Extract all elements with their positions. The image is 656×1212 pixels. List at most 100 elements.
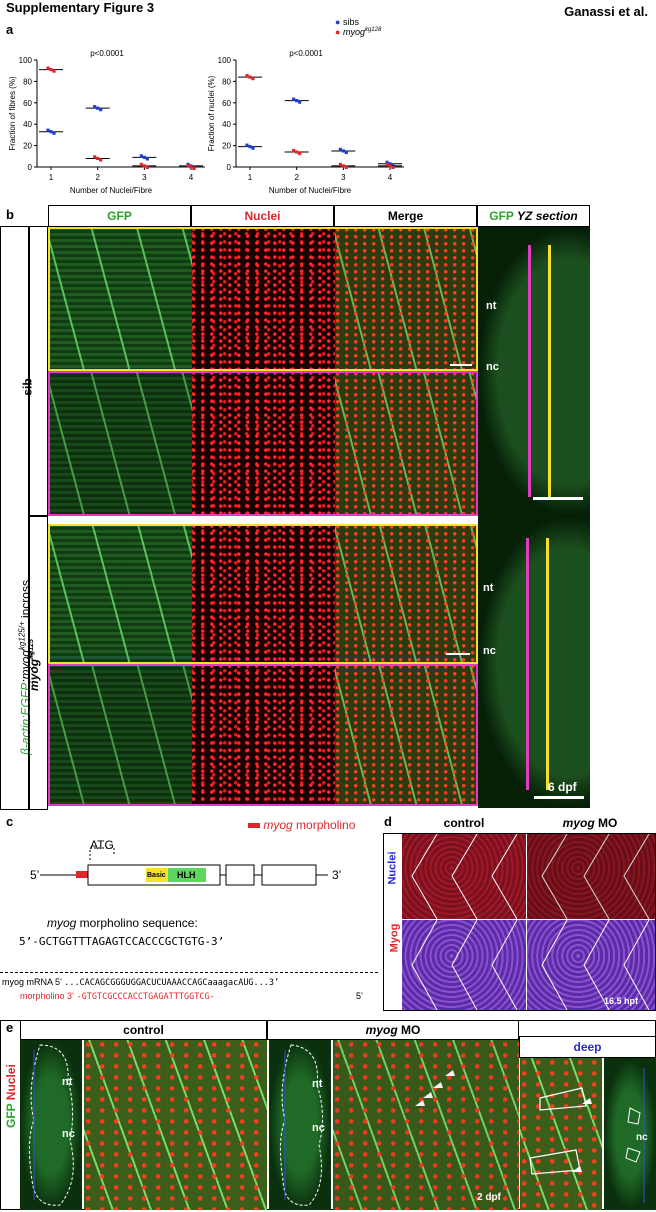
- col-head-merge: Merge: [334, 205, 477, 227]
- mrna-label: myog mRNA 5’: [2, 977, 62, 987]
- e-mo-nt: nt: [312, 1078, 323, 1090]
- e-head-mo-gene: myog: [365, 1023, 398, 1037]
- d-mo-myog: [527, 834, 655, 919]
- e-side-label: GFP Nuclei: [4, 1064, 18, 1128]
- x-tick-label: 3: [341, 173, 346, 182]
- x-axis-label: Number of Nuclei/Fibre: [269, 186, 352, 195]
- col-head-nuclei: Nuclei: [191, 205, 334, 227]
- mo-row: morpholino 3’ -GTGTCGCCCACCTGAGATTTGGTCG…: [2, 991, 215, 1002]
- row-sib-label: sib: [20, 378, 35, 396]
- data-point: [142, 164, 146, 168]
- sib-yz-yellow-line: [548, 245, 551, 497]
- mut-nuclei-deep: [192, 664, 335, 806]
- sib-yellow-box: [48, 227, 478, 371]
- mut-merge-deep: [335, 664, 478, 806]
- sib-gfp-deep: [48, 371, 192, 516]
- mut-yellow-box: [48, 524, 478, 664]
- mut-magenta-box: [48, 664, 478, 806]
- mut-nc-label: nc: [483, 645, 496, 657]
- mrna-row: myog mRNA 5’ ...CACAGCGGGUGGACUCUAAACCAG…: [2, 977, 279, 988]
- data-point: [248, 75, 252, 79]
- hlh-label: HLH: [177, 870, 196, 880]
- data-point: [251, 146, 255, 150]
- d-control-myog: [402, 834, 526, 919]
- legend-mo-rest: morpholino: [292, 818, 356, 832]
- alignment-box: [0, 972, 378, 1011]
- x-tick-label: 2: [294, 173, 299, 182]
- stage-6dpf: 6 dpf: [548, 780, 577, 794]
- sib-scalebar: [450, 364, 472, 366]
- e-side-nuclei: Nuclei: [4, 1064, 18, 1101]
- data-point: [385, 162, 389, 167]
- sib-gfp-top: [48, 227, 192, 371]
- data-point: [186, 163, 190, 168]
- data-point: [292, 97, 296, 101]
- sib-magenta-box: [48, 371, 478, 516]
- x-axis-label: Number of Nuclei/Fibre: [70, 186, 153, 195]
- data-point: [251, 77, 255, 81]
- mo-label: morpholino 3’: [19, 991, 74, 1001]
- data-point: [388, 162, 392, 166]
- data-point: [292, 148, 296, 153]
- mo-end: 5’: [356, 991, 364, 1001]
- panel-b-side-frame: [0, 226, 30, 810]
- mut-scalebar: [446, 653, 470, 655]
- d-col-control: control: [443, 816, 485, 830]
- sib-merge-top: [335, 227, 478, 371]
- mut-yz-yellow-line: [546, 538, 549, 790]
- mo-sequence: 5’-GCTGGTTTAGAGTCCACCCGCTGTG-3’: [19, 935, 225, 948]
- data-point: [341, 149, 345, 153]
- data-point: [99, 158, 103, 162]
- mrna-seq: ...CACAGCGGGUGGACUCUAAACCAGCaaagacAUG...…: [64, 978, 280, 988]
- data-point: [298, 151, 302, 156]
- panel-a-legend: ● sibs ● myogkg128: [335, 17, 382, 37]
- data-point: [295, 150, 299, 154]
- data-point: [192, 166, 196, 171]
- d-stage: 16.5 hpf: [604, 996, 639, 1006]
- sib-yz-magenta-line: [528, 245, 531, 497]
- d-control-merge: [402, 920, 526, 1010]
- e-side-gfp: GFP: [4, 1103, 18, 1128]
- d-side-myog: Myog: [388, 923, 401, 953]
- e-head-deep: deep: [519, 1036, 656, 1058]
- mut-yz-section: [478, 516, 590, 808]
- data-point: [142, 155, 146, 159]
- e-control-nc: nc: [62, 1128, 75, 1140]
- figure-authors: Ganassi et al.: [564, 4, 648, 19]
- data-point: [145, 157, 149, 161]
- sib-yz-scalebar: [533, 497, 583, 500]
- data-point: [46, 66, 50, 70]
- data-point: [338, 147, 342, 152]
- e-deep-section: [604, 1058, 656, 1210]
- gene-diagram: [40, 847, 328, 886]
- data-point: [391, 165, 395, 170]
- data-point: [385, 160, 389, 164]
- e-head-mo: myog MO: [267, 1020, 519, 1040]
- data-point: [49, 130, 53, 134]
- figure-title: Supplementary Figure 3: [6, 0, 155, 15]
- e-head-mo-rest: MO: [397, 1023, 421, 1037]
- seq-title-gene: myog: [47, 916, 77, 930]
- d-mo-merge: [527, 920, 655, 1010]
- side-label-sup: kg125/+: [17, 621, 27, 651]
- mut-gfp-deep: [48, 664, 192, 806]
- p-value: p<0.0001: [90, 49, 124, 58]
- y-tick-label: 0: [227, 163, 232, 172]
- p-value: p<0.0001: [289, 49, 323, 58]
- data-point: [338, 162, 342, 167]
- data-point: [391, 163, 395, 167]
- row-mut-sup: kg125: [27, 639, 35, 659]
- data-point: [52, 69, 56, 73]
- col-head-gfp: GFP: [48, 205, 191, 227]
- five-prime: 5’: [30, 868, 40, 882]
- data-point: [248, 145, 252, 149]
- mut-gfp-top: [48, 524, 192, 664]
- sib-nc-label: nc: [486, 361, 499, 373]
- data-point: [93, 105, 97, 109]
- panel-c-legend: myog morpholino: [248, 818, 355, 832]
- e-deep-nc: nc: [636, 1132, 648, 1143]
- data-point: [46, 128, 50, 132]
- three-prime: 3’: [332, 868, 342, 882]
- d-col-mo-rest: MO: [594, 816, 618, 830]
- mo-seq: -GTGTCGCCCACCTGAGATTTGGTCG-: [76, 992, 215, 1002]
